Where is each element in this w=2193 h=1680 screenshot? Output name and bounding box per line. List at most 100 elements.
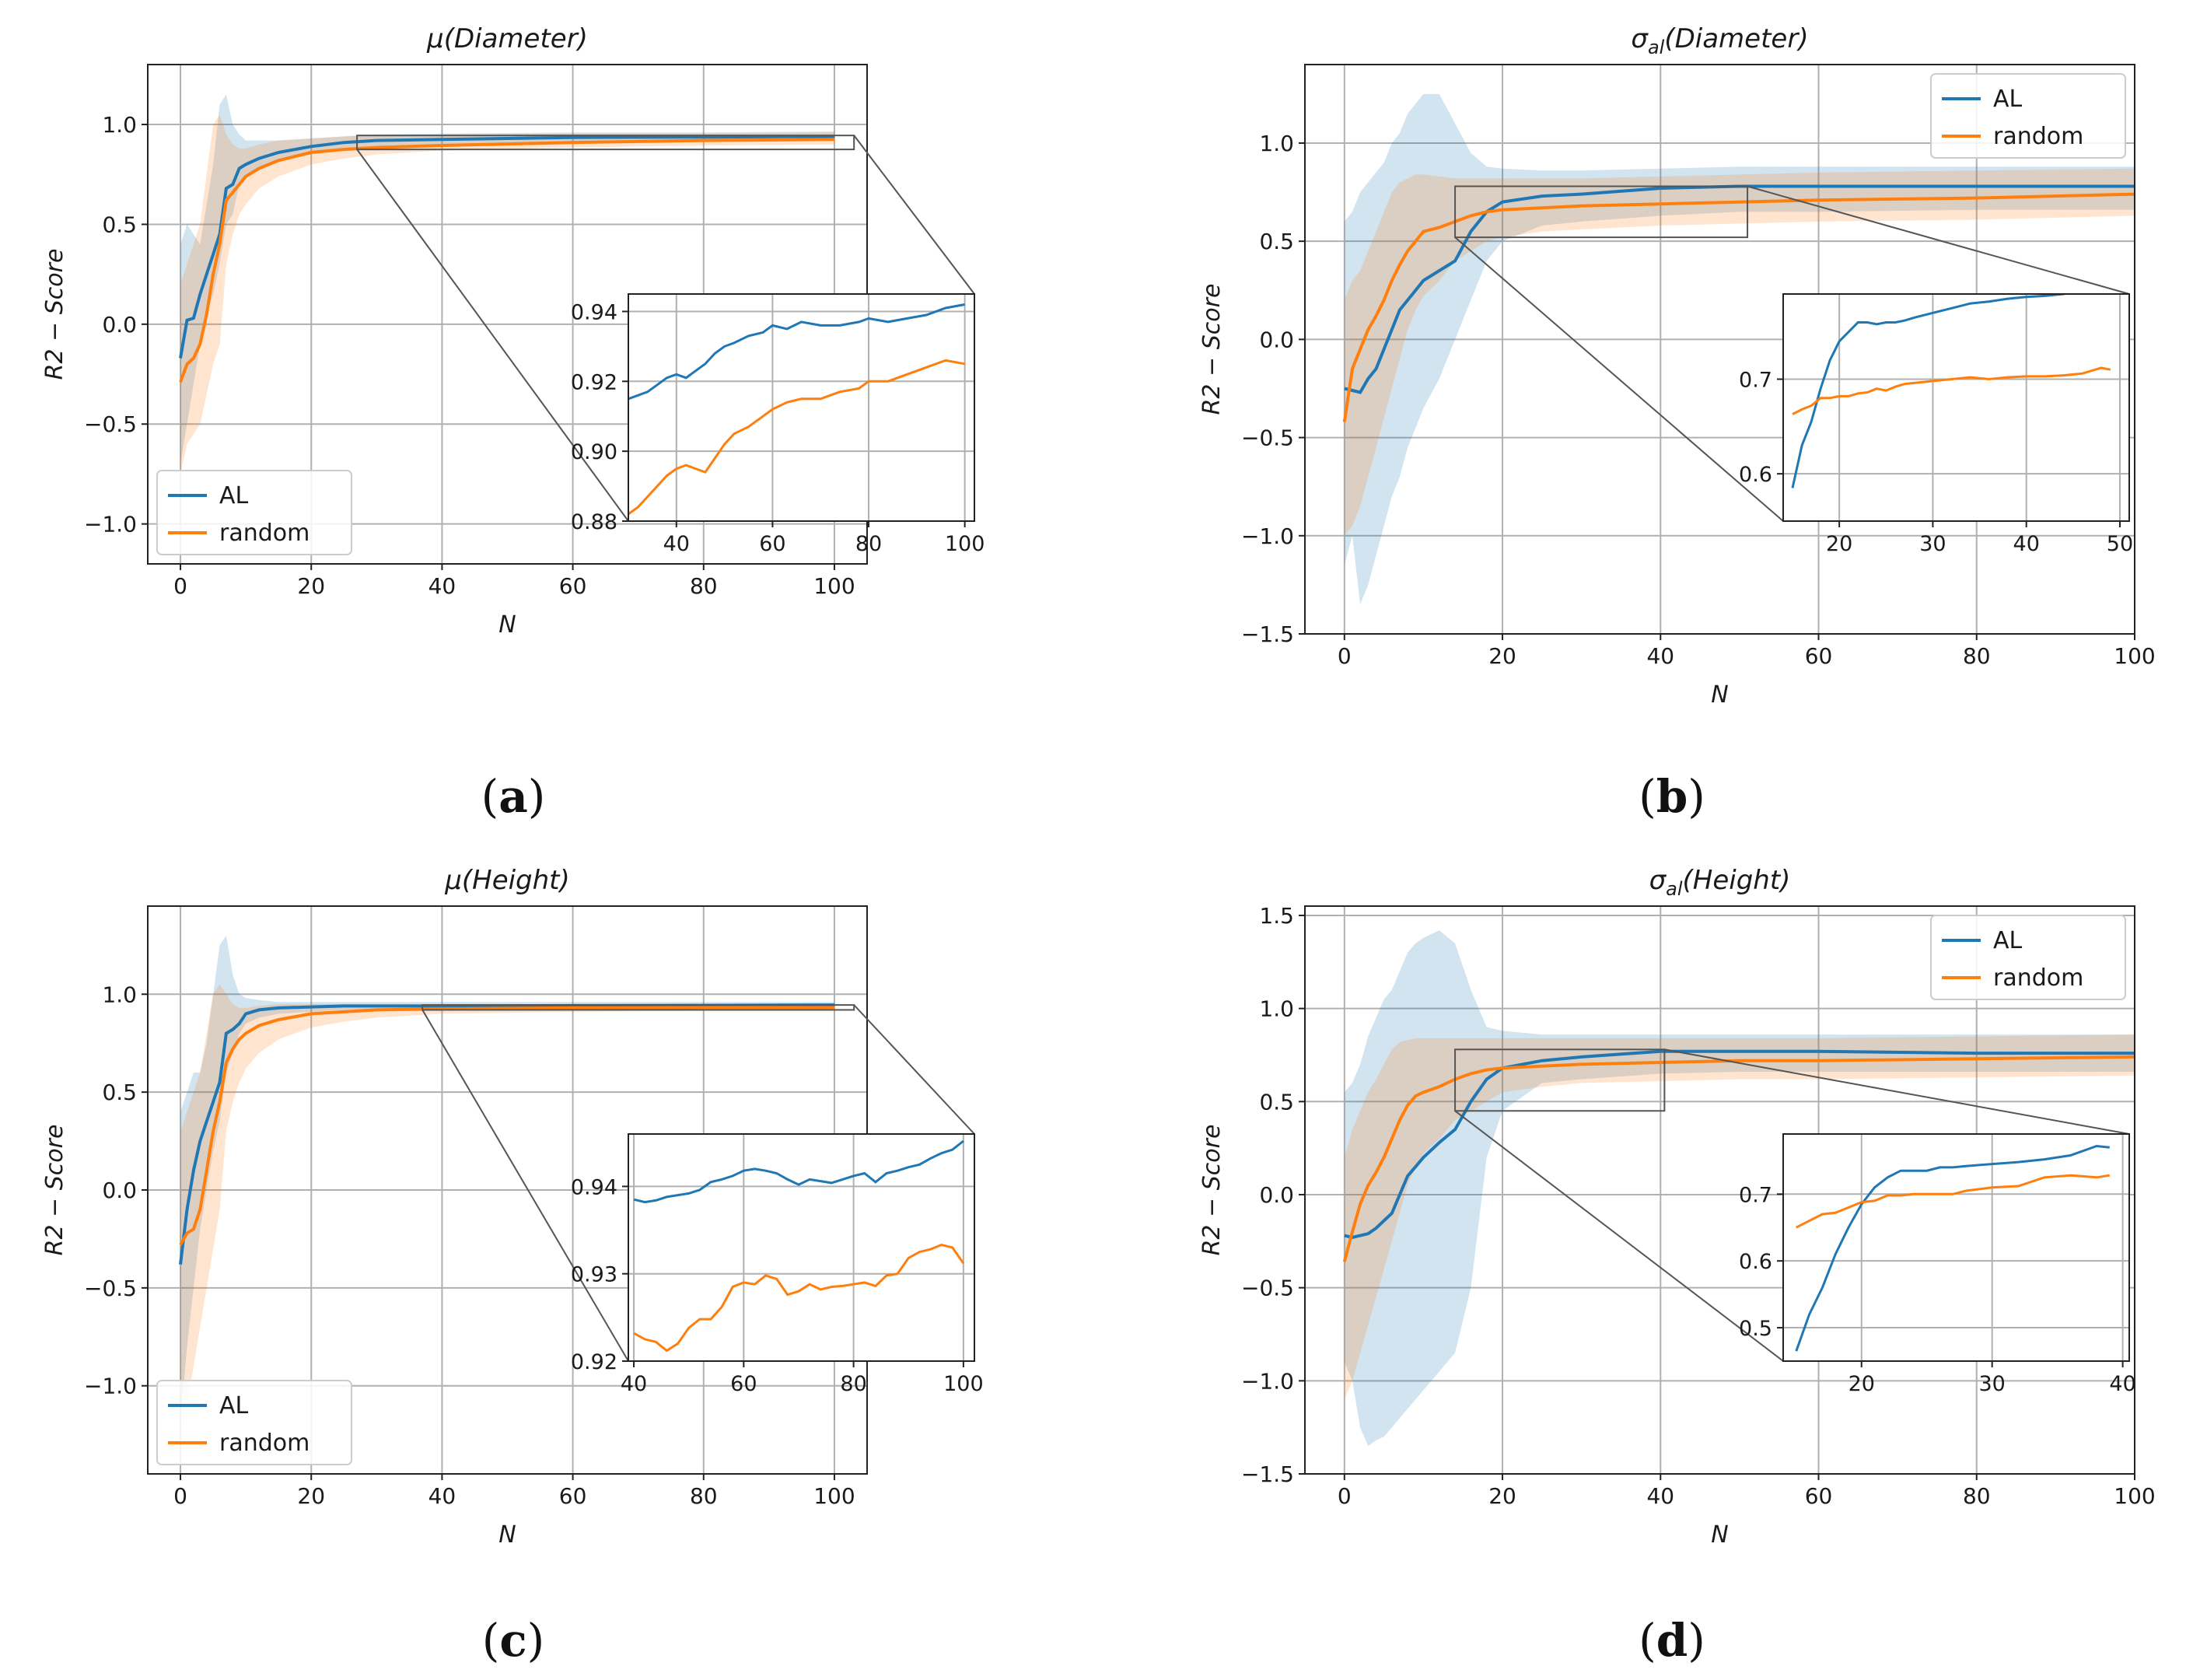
plot-a-ytick-label: −0.5	[84, 411, 137, 437]
inset-c-ytick-label: 0.92	[571, 1350, 617, 1374]
plot-d-xtick-label: 20	[1488, 1483, 1516, 1509]
inset-a-xtick-label: 60	[759, 532, 785, 556]
title-symbol: μ	[444, 865, 462, 896]
chart-title: σal(Height)	[1649, 865, 1791, 900]
chart-panel-a: 0 20 40 60 80 100 −1.0 −0.5 0.0 0.5 1.0 40 60 80 100 0.…	[0, 0, 1096, 840]
plot-b-xtick-label: 100	[2114, 643, 2155, 669]
plot-b-xtick-label: 80	[1963, 643, 1991, 669]
random-series-line	[179, 138, 835, 383]
inset-frame	[1782, 1133, 2130, 1362]
legend-label-random: random	[219, 520, 310, 547]
inset-b-xtick-label: 20	[1826, 532, 1852, 556]
plot-c-ytick-label: −0.5	[84, 1276, 137, 1301]
plot-b-ytick-label: −0.5	[1241, 425, 1294, 451]
inset-al-line	[1795, 1144, 2110, 1352]
inset-d-ytick-label: 0.5	[1739, 1317, 1772, 1341]
al-series-line	[179, 1003, 835, 1265]
caption-a: (a)	[481, 770, 546, 823]
title-symbol: σ	[1631, 23, 1649, 54]
inset-c-xtick-label: 60	[730, 1372, 757, 1396]
plot-c-xtick-label: 80	[690, 1483, 718, 1509]
plot-d-ytick-label: 0.0	[1259, 1182, 1294, 1208]
plot-a-xtick-label: 100	[813, 573, 855, 599]
inset-b-ytick-label: 0.6	[1739, 463, 1772, 487]
title-argument: (Diameter)	[1664, 23, 1808, 54]
y-axis-label: R2 − Score	[1198, 1125, 1226, 1256]
random-series-line	[1342, 1055, 2135, 1262]
plot-b-xtick-label: 40	[1646, 643, 1674, 669]
zoom-connector	[1454, 236, 1784, 522]
title-symbol: μ	[426, 23, 444, 54]
plot-d-xtick-label: 60	[1805, 1483, 1833, 1509]
plot-a-ytick-label: −1.0	[84, 512, 137, 537]
title-argument: (Height)	[1683, 865, 1791, 896]
random-series-line	[179, 1006, 834, 1246]
legend: AL random	[156, 1380, 352, 1465]
chart-d: 0 20 40 60 80 100 −1.5 −1.0 −0.5 0.0 0.5 1.0 1.5 20 30…	[1198, 865, 2156, 1549]
plot-d-xtick-label: 40	[1646, 1483, 1674, 1509]
plot-c-xtick-label: 20	[297, 1483, 325, 1509]
legend-label-random: random	[1993, 123, 2083, 150]
legend-label-al: AL	[1993, 86, 2023, 113]
plot-c-ytick-label: 1.0	[102, 982, 137, 1007]
plot-d-ytick-label: 1.0	[1259, 996, 1294, 1022]
inset-frame	[628, 1133, 975, 1362]
x-axis-label: N	[1711, 681, 1728, 709]
inset-d-ytick-label: 0.7	[1739, 1183, 1772, 1207]
legend-label-random: random	[1993, 964, 2083, 992]
inset-a-background	[628, 294, 974, 521]
series-group	[179, 94, 835, 474]
plot-a-xtick-label: 0	[173, 573, 187, 599]
inset-b-background	[1783, 294, 2129, 521]
plot-d-ytick-label: −1.5	[1241, 1461, 1294, 1487]
inset-al-line	[1791, 294, 2069, 488]
inset-random-line	[1792, 366, 2111, 415]
inset-series-group	[628, 303, 965, 516]
inset-a-xtick-label: 100	[945, 532, 985, 556]
inset-d-background	[1783, 1134, 2129, 1361]
zoom-box	[421, 1004, 855, 1011]
inset-c-background	[628, 1134, 974, 1361]
inset-a-axes: 40 60 80 100 0.88 0.90 0.92 0.94	[571, 294, 985, 556]
plot-a-xtick-label: 60	[559, 573, 587, 599]
plot-a-ytick-label: 1.0	[102, 112, 137, 138]
zoom-box	[1454, 1048, 1666, 1112]
plot-c-xtick-label: 0	[173, 1483, 187, 1509]
plot-b-xtick-label: 0	[1338, 643, 1352, 669]
plot-a-xtick-label: 20	[297, 573, 325, 599]
inset-series-group	[1791, 294, 2111, 488]
caption-b: (b)	[1639, 770, 1705, 823]
plot-a-ytick-label: 0.0	[102, 312, 137, 338]
legend-label-al: AL	[219, 1392, 249, 1419]
inset-frame	[628, 293, 975, 522]
inset-random-line	[1796, 1174, 2111, 1229]
caption-d: (d)	[1639, 1614, 1705, 1667]
zoom-connector	[1747, 185, 2130, 295]
x-axis-label: N	[1711, 1521, 1728, 1549]
legend: AL random	[1930, 73, 2126, 159]
inset-a-ytick-label: 0.92	[571, 370, 617, 394]
y-axis-label: R2 − Score	[41, 1125, 68, 1256]
inset-d-xtick-label: 30	[1978, 1372, 2005, 1396]
title-subscript: al	[1648, 37, 1665, 58]
inset-d-xtick-label: 40	[2109, 1372, 2135, 1396]
legend: AL random	[156, 470, 352, 555]
al-series-line	[179, 135, 835, 359]
inset-b-xtick-label: 50	[2107, 532, 2133, 556]
y-axis-label: R2 − Score	[41, 249, 68, 380]
plot-b-ytick-label: 0.0	[1259, 327, 1294, 352]
chart-c: 0 20 40 60 80 100 −1.0 −0.5 0.0 0.5 1.0 40 60 80 100 0.…	[41, 865, 984, 1549]
zoom-box	[1454, 185, 1749, 239]
plot-c-xtick-label: 100	[813, 1483, 855, 1509]
plot-d-xtick-label: 100	[2114, 1483, 2155, 1509]
title-symbol: σ	[1649, 865, 1667, 896]
title-argument: (Diameter)	[444, 23, 588, 54]
plot-a-ytick-label: 0.5	[102, 212, 137, 237]
inset-series-group	[633, 1139, 965, 1353]
series-group	[179, 935, 835, 1426]
plot-c-ytick-label: 0.5	[102, 1080, 137, 1105]
inset-d-axes: 20 30 40 0.5 0.6 0.7	[1739, 1134, 2136, 1396]
inset-b-axes: 20 30 40 50 0.6 0.7	[1739, 294, 2133, 556]
chart-title: μ(Height)	[444, 865, 570, 896]
plot-d-xtick-label: 80	[1963, 1483, 1991, 1509]
